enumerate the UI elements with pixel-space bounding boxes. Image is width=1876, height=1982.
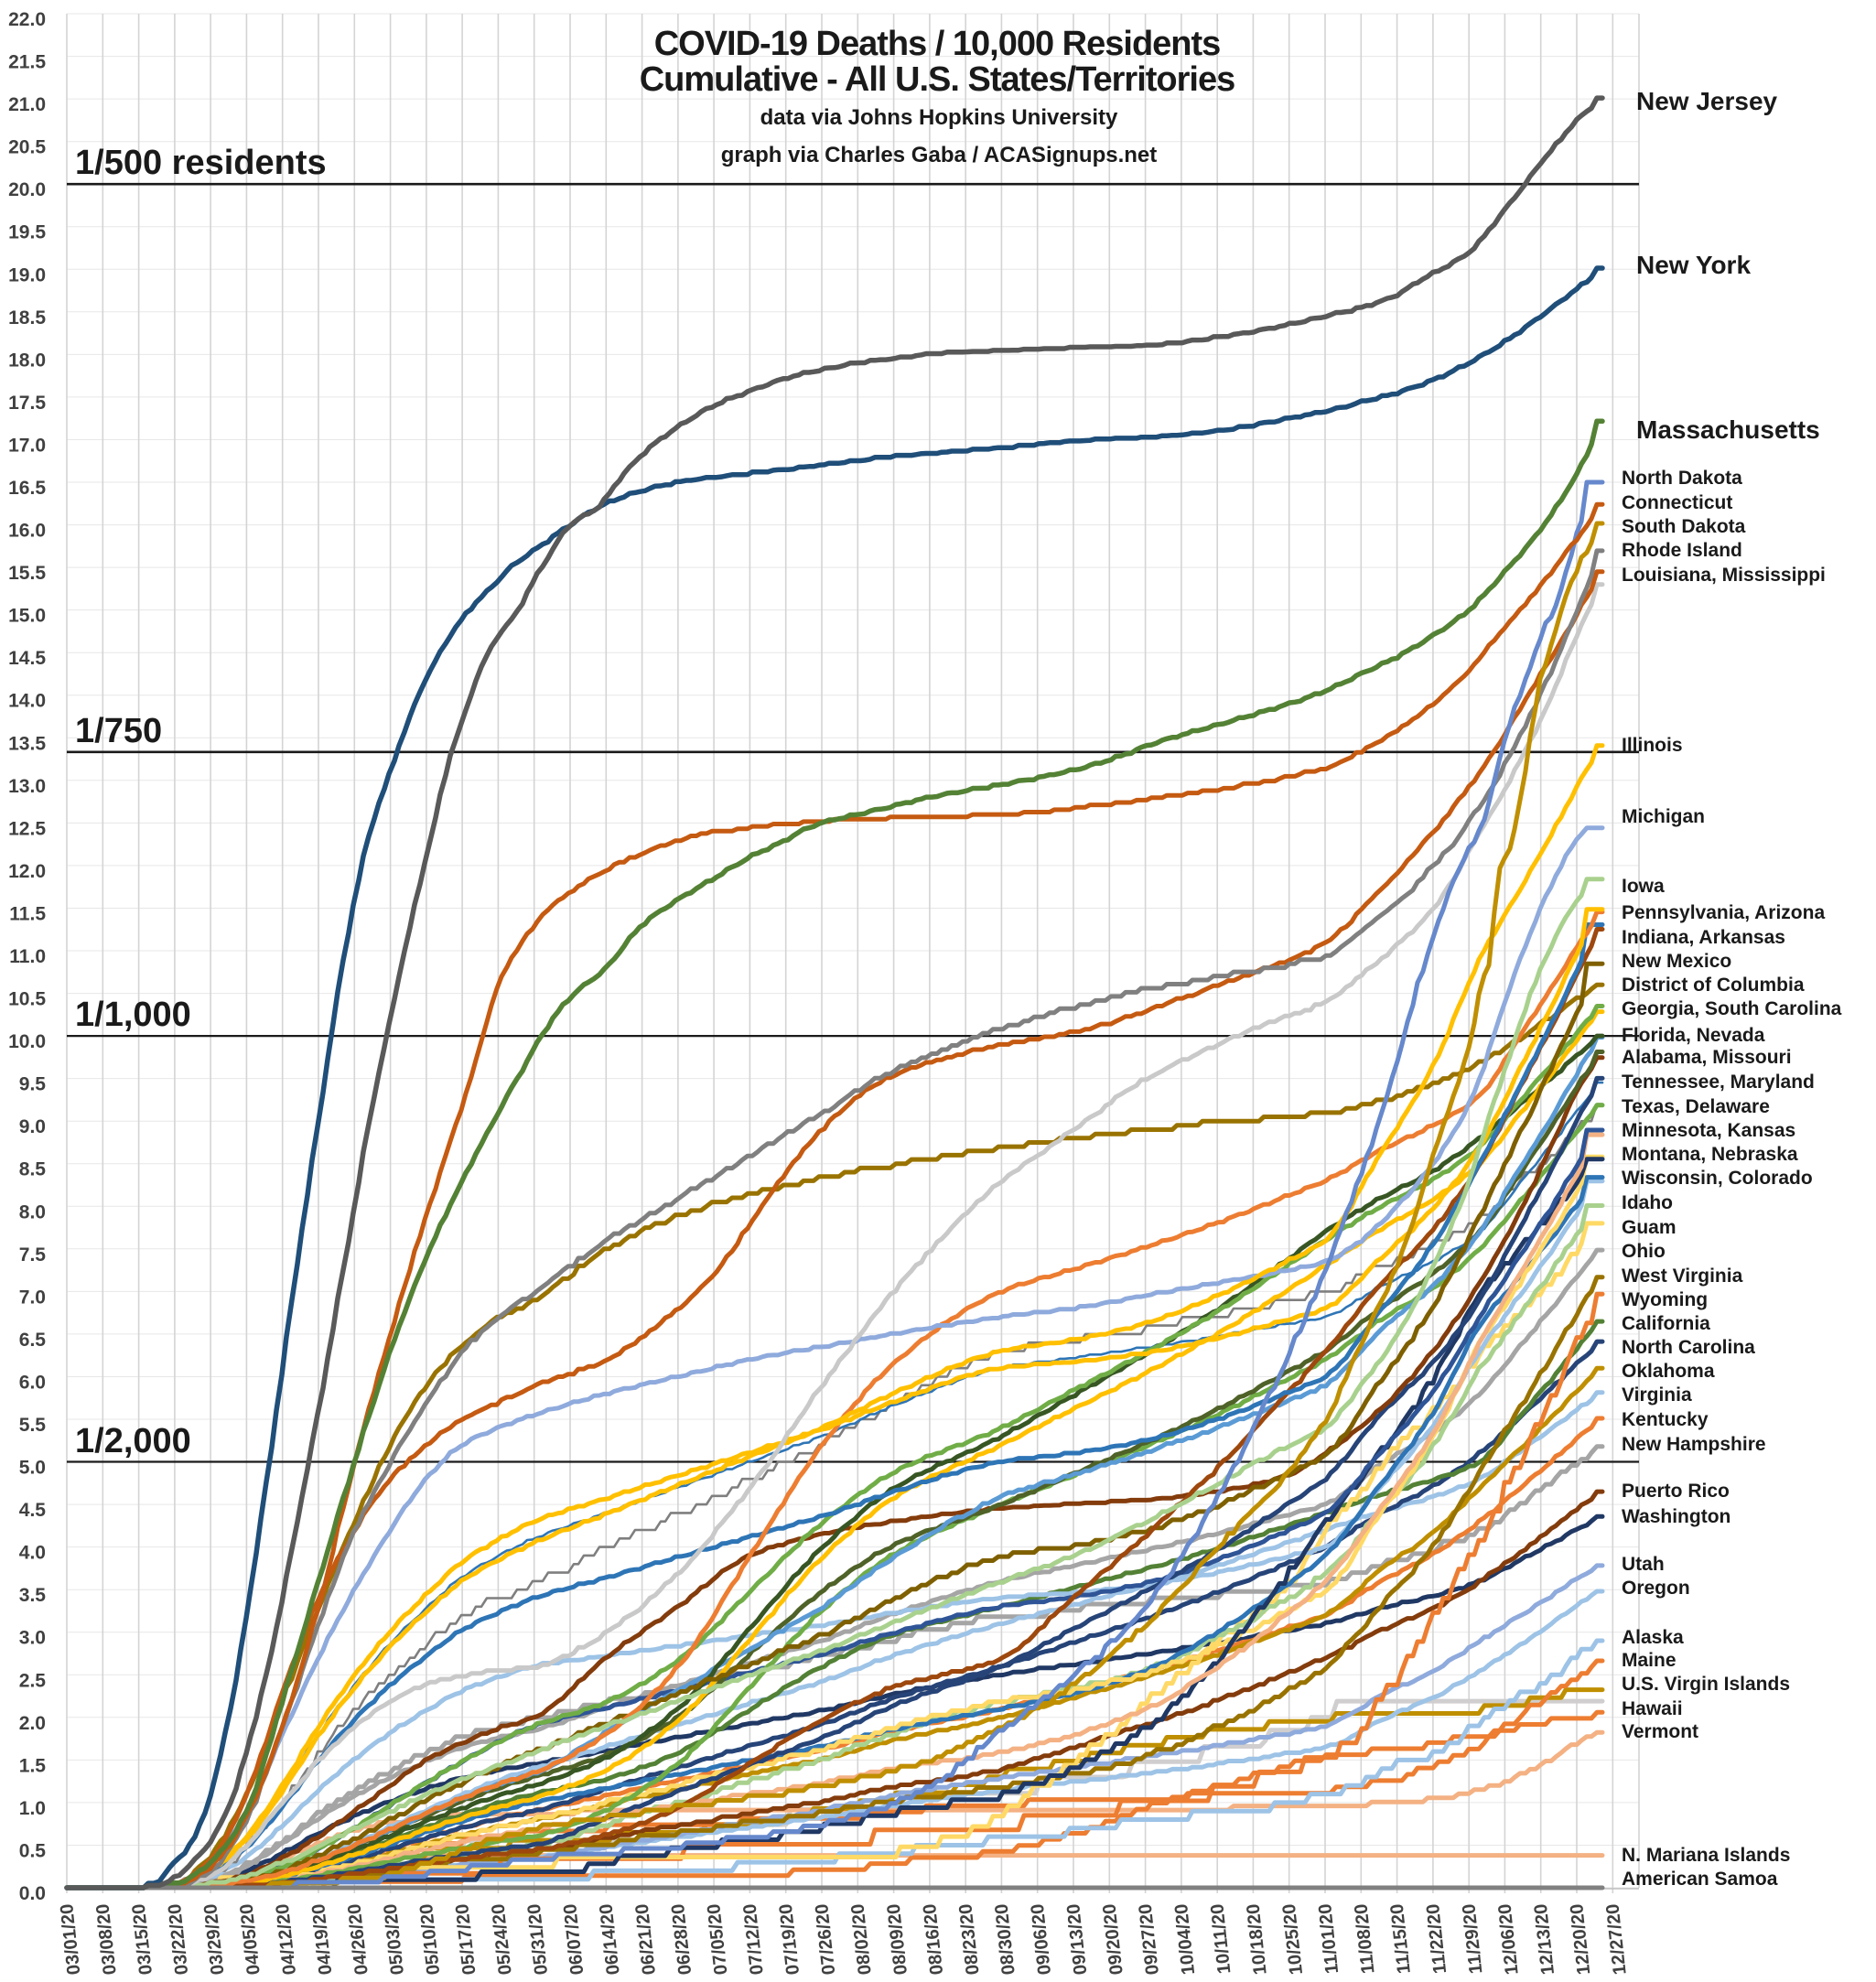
svg-text:13.5: 13.5 [8,733,46,754]
svg-text:California: California [1622,1313,1710,1334]
svg-text:Hawaii: Hawaii [1622,1698,1683,1719]
svg-text:Minnesota, Kansas: Minnesota, Kansas [1622,1120,1795,1141]
svg-text:data via Johns Hopkins Univers: data via Johns Hopkins University [760,105,1118,130]
svg-text:3.5: 3.5 [19,1585,47,1606]
svg-text:Montana, Nebraska: Montana, Nebraska [1622,1144,1798,1165]
svg-text:4.0: 4.0 [19,1543,46,1564]
svg-text:11.5: 11.5 [9,904,46,925]
svg-text:22.0: 22.0 [8,9,46,30]
svg-text:Alabama, Missouri: Alabama, Missouri [1622,1047,1792,1068]
svg-text:Massachusetts: Massachusetts [1636,415,1820,444]
svg-text:Pennsylvania, Arizona: Pennsylvania, Arizona [1622,902,1825,923]
svg-text:N. Mariana Islands: N. Mariana Islands [1622,1845,1790,1866]
svg-text:15.5: 15.5 [8,563,46,584]
svg-text:14.0: 14.0 [8,691,46,712]
svg-text:20.5: 20.5 [8,137,46,158]
svg-text:4.5: 4.5 [19,1500,47,1521]
svg-text:0.0: 0.0 [19,1883,46,1904]
svg-text:New York: New York [1636,251,1751,279]
svg-text:Virginia: Virginia [1622,1384,1692,1406]
svg-text:Kentucky: Kentucky [1622,1409,1709,1430]
svg-text:15.0: 15.0 [8,606,46,627]
svg-text:Utah: Utah [1622,1554,1665,1575]
svg-text:Wyoming: Wyoming [1622,1289,1708,1310]
svg-text:8.0: 8.0 [19,1201,46,1223]
svg-text:Indiana, Arkansas: Indiana, Arkansas [1622,927,1785,948]
svg-text:Florida, Nevada: Florida, Nevada [1622,1025,1765,1046]
svg-text:graph via Charles Gaba / ACASi: graph via Charles Gaba / ACASignups.net [721,143,1158,167]
svg-text:Illinois: Illinois [1622,735,1683,756]
svg-text:16.5: 16.5 [8,478,46,499]
svg-text:20.0: 20.0 [8,179,46,200]
svg-text:5.5: 5.5 [19,1415,47,1436]
svg-text:Georgia, South Carolina: Georgia, South Carolina [1622,998,1842,1019]
svg-text:Puerto Rico: Puerto Rico [1622,1481,1730,1502]
svg-text:District of Columbia: District of Columbia [1622,975,1805,996]
svg-text:2.0: 2.0 [19,1713,46,1734]
svg-text:American Samoa: American Samoa [1622,1869,1778,1890]
svg-text:North Carolina: North Carolina [1622,1337,1755,1358]
svg-text:1/750: 1/750 [75,712,162,750]
svg-text:13.0: 13.0 [8,776,46,797]
svg-text:West Virginia: West Virginia [1622,1266,1743,1287]
svg-text:South Dakota: South Dakota [1622,516,1746,537]
svg-text:8.5: 8.5 [19,1159,47,1180]
svg-text:Louisiana, Mississippi: Louisiana, Mississippi [1622,565,1826,586]
svg-text:6.0: 6.0 [19,1373,46,1394]
svg-text:Connecticut: Connecticut [1622,492,1732,513]
svg-text:19.5: 19.5 [8,222,46,243]
svg-text:Maine: Maine [1622,1650,1677,1671]
svg-text:Alaska: Alaska [1622,1627,1684,1648]
svg-text:7.0: 7.0 [19,1287,46,1308]
svg-text:9.5: 9.5 [19,1074,47,1095]
svg-text:18.5: 18.5 [8,307,46,329]
svg-text:Oregon: Oregon [1622,1578,1690,1599]
svg-text:North Dakota: North Dakota [1622,468,1742,489]
svg-text:3.0: 3.0 [19,1628,46,1649]
svg-text:1.5: 1.5 [19,1755,47,1776]
svg-text:19.0: 19.0 [8,264,46,285]
svg-text:21.0: 21.0 [8,94,46,115]
svg-text:Cumulative - All U.S. States/T: Cumulative - All U.S. States/Territories [640,60,1235,99]
svg-text:New Mexico: New Mexico [1622,951,1731,972]
svg-text:7.5: 7.5 [19,1244,47,1266]
svg-text:18.0: 18.0 [8,350,46,371]
svg-text:21.5: 21.5 [8,52,46,73]
svg-text:12.0: 12.0 [8,861,46,882]
svg-text:6.5: 6.5 [19,1330,47,1351]
svg-text:New Hampshire: New Hampshire [1622,1434,1766,1455]
svg-text:Texas, Delaware: Texas, Delaware [1622,1096,1770,1117]
svg-text:12.5: 12.5 [8,818,46,839]
svg-text:Iowa: Iowa [1622,876,1665,897]
svg-text:11.0: 11.0 [9,946,46,967]
svg-text:1/500 residents: 1/500 residents [75,144,327,182]
svg-text:1.0: 1.0 [19,1798,46,1819]
svg-text:17.5: 17.5 [8,393,46,414]
svg-text:17.0: 17.0 [8,436,46,457]
svg-text:1/2,000: 1/2,000 [75,1422,191,1460]
svg-text:Washington: Washington [1622,1506,1730,1527]
svg-text:Wisconsin, Colorado: Wisconsin, Colorado [1622,1168,1813,1189]
svg-text:Ohio: Ohio [1622,1241,1666,1262]
svg-text:COVID-19 Deaths / 10,000 Resid: COVID-19 Deaths / 10,000 Residents [654,25,1221,63]
svg-text:9.0: 9.0 [19,1116,46,1137]
svg-text:Michigan: Michigan [1622,806,1705,827]
svg-text:10.0: 10.0 [8,1031,46,1052]
svg-text:Guam: Guam [1622,1217,1677,1238]
svg-text:Tennessee, Maryland: Tennessee, Maryland [1622,1072,1815,1093]
svg-text:Vermont: Vermont [1622,1721,1698,1742]
svg-text:14.5: 14.5 [8,648,46,669]
svg-text:Oklahoma: Oklahoma [1622,1361,1715,1382]
svg-text:16.0: 16.0 [8,521,46,542]
svg-text:2.5: 2.5 [19,1670,47,1691]
svg-text:Rhode Island: Rhode Island [1622,540,1742,561]
svg-text:0.5: 0.5 [19,1841,47,1862]
svg-text:1/1,000: 1/1,000 [75,996,191,1034]
svg-text:Idaho: Idaho [1622,1192,1673,1213]
svg-text:10.5: 10.5 [8,989,46,1010]
svg-text:New Jersey: New Jersey [1636,87,1778,115]
svg-text:5.0: 5.0 [19,1458,46,1479]
svg-text:U.S. Virgin Islands: U.S. Virgin Islands [1622,1674,1790,1695]
